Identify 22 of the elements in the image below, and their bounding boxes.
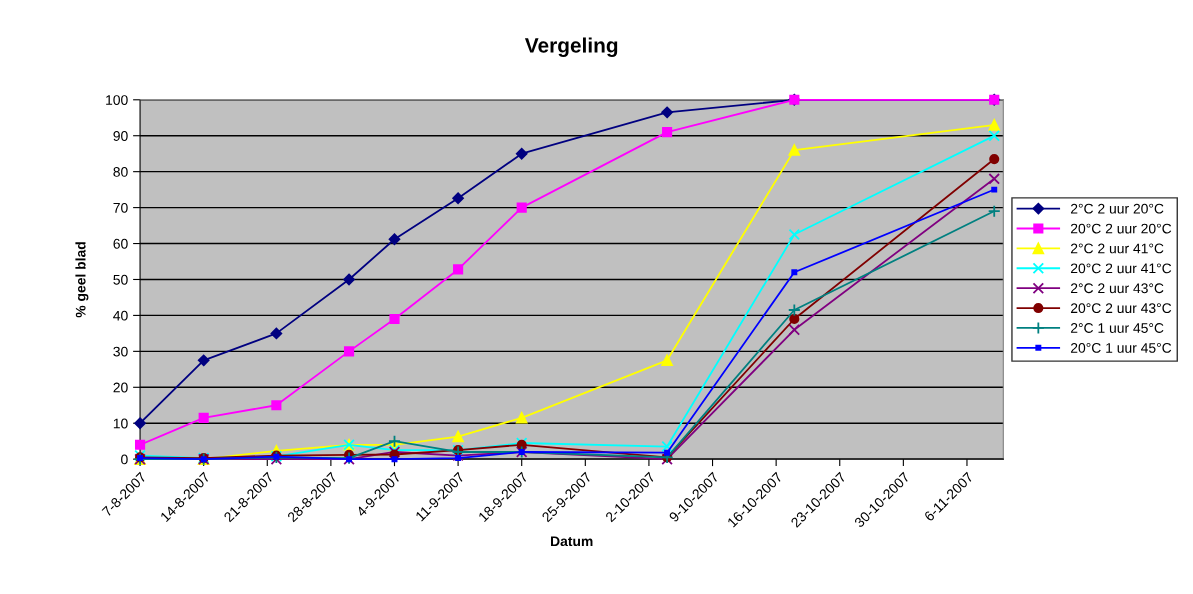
legend-label: 2°C 1 uur 45°C <box>1070 323 1164 333</box>
y-axis-title: % geel blad <box>75 242 89 318</box>
y-tick-label: 90 <box>113 131 128 141</box>
chart-title: Vergeling <box>524 37 618 57</box>
y-tick-label: 40 <box>113 310 128 321</box>
y-tick-label: 70 <box>113 202 128 213</box>
legend-label: 20°C 2 uur 20°C <box>1070 223 1172 234</box>
y-tick-label: 50 <box>113 274 128 285</box>
legend-label: 20°C 1 uur 45°C <box>1070 342 1172 353</box>
x-axis-title: Datum <box>551 536 593 547</box>
legend-label: 2°C 2 uur 20°C <box>1070 203 1164 214</box>
legend-label: 2°C 2 uur 43°C <box>1070 283 1164 294</box>
y-tick-label: 100 <box>106 95 128 105</box>
y-tick-label: 10 <box>113 418 128 429</box>
legend-label: 2°C 2 uur 41°C <box>1070 243 1164 254</box>
y-tick-label: 60 <box>113 238 128 249</box>
y-tick-label: 20 <box>113 382 128 393</box>
legend-label: 20°C 2 uur 41°C <box>1070 263 1172 274</box>
legend-label: 20°C 2 uur 43°C <box>1070 303 1172 314</box>
y-tick-label: 0 <box>121 454 128 465</box>
y-tick-label: 30 <box>113 346 128 357</box>
y-tick-label: 80 <box>113 167 128 177</box>
